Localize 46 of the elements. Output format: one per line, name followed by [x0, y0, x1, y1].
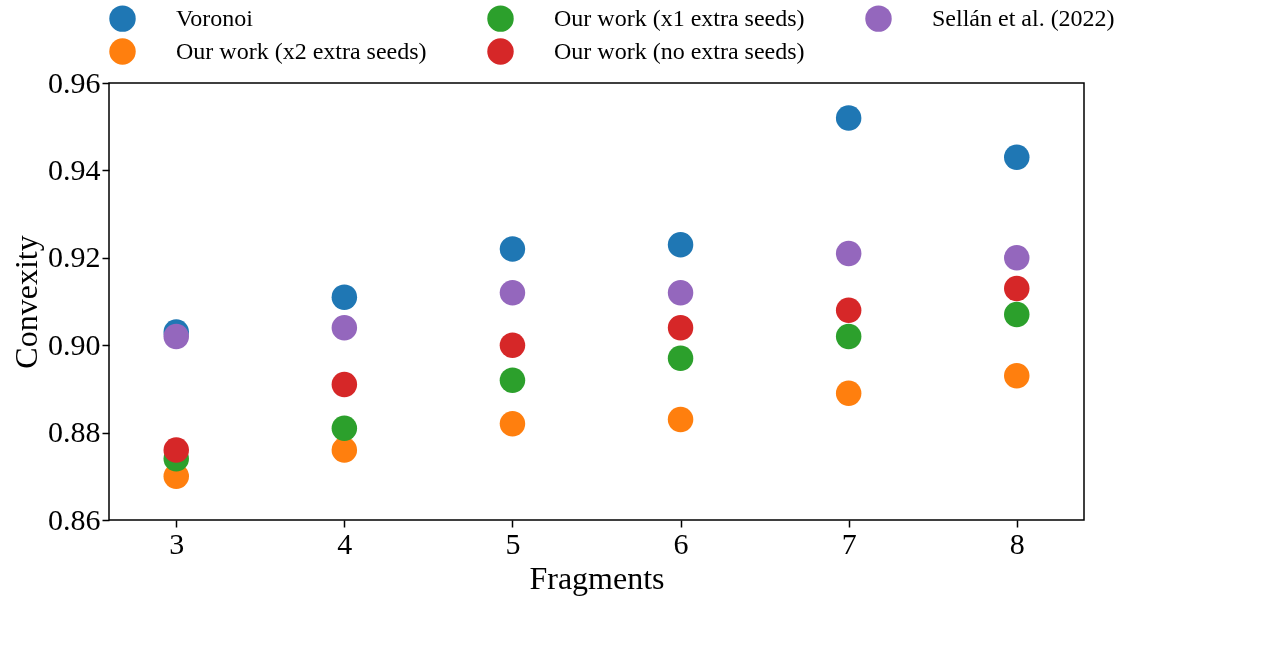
- y-tick-label: 0.92: [48, 240, 101, 274]
- y-axis-title: Convexity: [8, 235, 44, 369]
- point: [499, 411, 526, 437]
- point: [163, 437, 189, 463]
- legend-label: Our work (x1 extra seeds): [554, 4, 805, 31]
- point: [1004, 363, 1030, 389]
- point: [499, 280, 526, 306]
- point: [331, 415, 358, 441]
- point: [667, 345, 694, 372]
- point: [331, 315, 358, 341]
- x-tick-label: 5: [505, 526, 521, 560]
- x-tick-label: 6: [673, 526, 689, 560]
- point: [1004, 245, 1030, 271]
- point: [163, 323, 189, 350]
- point: [499, 236, 526, 262]
- point: [835, 297, 862, 323]
- point: [835, 380, 862, 406]
- point: [331, 371, 358, 398]
- point: [667, 315, 694, 341]
- y-tick-label: 0.86: [48, 502, 101, 536]
- point: [835, 240, 862, 267]
- point: [331, 284, 358, 310]
- y-tick-label: 0.96: [48, 65, 101, 99]
- legend-label: Our work (x2 extra seeds): [176, 37, 427, 64]
- point: [667, 280, 694, 306]
- x-tick-label: 4: [337, 526, 353, 560]
- point: [667, 231, 694, 258]
- point: [835, 323, 862, 350]
- x-tick-label: 7: [841, 526, 857, 560]
- point: [499, 367, 526, 393]
- y-tick-label: 0.94: [48, 152, 101, 186]
- point: [499, 332, 526, 358]
- legend-label: Voronoi: [176, 4, 254, 31]
- point: [1004, 301, 1030, 328]
- x-tick-label: 8: [1009, 526, 1025, 560]
- point: [667, 406, 694, 433]
- point: [1004, 275, 1030, 302]
- legend-label: Sellán et al. (2022): [932, 4, 1115, 31]
- y-tick-label: 0.88: [48, 415, 101, 449]
- point: [835, 105, 862, 131]
- y-tick-label: 0.90: [48, 327, 101, 361]
- x-axis-title: Fragments: [529, 559, 665, 596]
- point: [1004, 144, 1030, 171]
- x-tick-label: 3: [169, 526, 185, 560]
- point: [331, 437, 358, 463]
- legend-label: Our work (no extra seeds): [554, 37, 805, 64]
